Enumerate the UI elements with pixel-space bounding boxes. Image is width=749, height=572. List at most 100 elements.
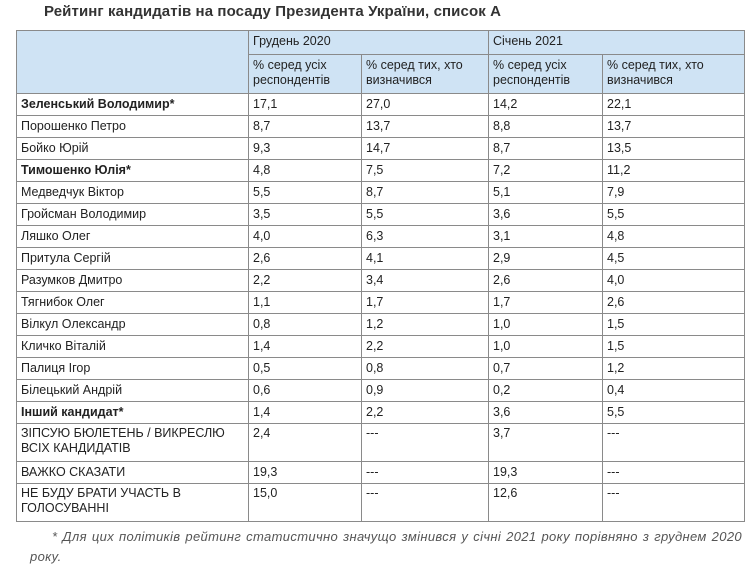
value-cell: 4,0: [602, 269, 745, 292]
value-cell: 1,2: [602, 357, 745, 380]
value-cell: 7,9: [602, 181, 745, 204]
subheader-all-respondents: % серед усіх респондентів: [248, 54, 362, 94]
value-cell: 4,8: [602, 225, 745, 248]
table-row: ЗІПСУЮ БЮЛЕТЕНЬ / ВИКРЕСЛЮ ВСІХ КАНДИДАТ…: [16, 423, 745, 462]
candidate-name-cell: ЗІПСУЮ БЮЛЕТЕНЬ / ВИКРЕСЛЮ ВСІХ КАНДИДАТ…: [16, 423, 249, 462]
value-cell: 13,7: [361, 115, 489, 138]
value-cell: 17,1: [248, 93, 362, 116]
candidate-name-cell: Палиця Ігор: [16, 357, 249, 380]
value-cell: 15,0: [248, 483, 362, 522]
table-row: Тимошенко Юлія* 4,8 7,5 7,2 11,2: [16, 159, 745, 182]
candidate-name-cell: Порошенко Петро: [16, 115, 249, 138]
value-cell: 2,2: [248, 269, 362, 292]
candidate-name-cell: Медведчук Віктор: [16, 181, 249, 204]
value-cell: 13,7: [602, 115, 745, 138]
value-cell: 5,1: [488, 181, 603, 204]
value-cell: 5,5: [602, 203, 745, 226]
header-row-subheaders: % серед усіх респондентів % серед тих, х…: [17, 54, 745, 94]
value-cell: 4,5: [602, 247, 745, 270]
table-row: Палиця Ігор 0,5 0,8 0,7 1,2: [16, 357, 745, 380]
candidate-name-cell: НЕ БУДУ БРАТИ УЧАСТЬ В ГОЛОСУВАННІ: [16, 483, 249, 522]
value-cell: 3,6: [488, 401, 603, 424]
candidate-name-cell: Кличко Віталій: [16, 335, 249, 358]
value-cell: 2,2: [361, 401, 489, 424]
value-cell: 8,7: [248, 115, 362, 138]
table-title: Рейтинг кандидатів на посаду Президента …: [44, 3, 502, 20]
candidate-name-cell: Інший кандидат*: [16, 401, 249, 424]
subheader-decided: % серед тих, хто визначився: [602, 54, 745, 94]
value-cell: 4,1: [361, 247, 489, 270]
value-cell: 2,6: [488, 269, 603, 292]
candidate-name-cell: Зеленський Володимир*: [16, 93, 249, 116]
value-cell: 2,2: [361, 335, 489, 358]
value-cell: 9,3: [248, 137, 362, 160]
value-cell: 13,5: [602, 137, 745, 160]
candidate-name-cell: Бойко Юрій: [16, 137, 249, 160]
value-cell: 1,1: [248, 291, 362, 314]
value-cell: 1,5: [602, 313, 745, 336]
value-cell: 0,6: [248, 379, 362, 402]
candidate-name-cell: Вілкул Олександр: [16, 313, 249, 336]
value-cell: ---: [361, 423, 489, 462]
value-cell: 0,5: [248, 357, 362, 380]
value-cell: 7,5: [361, 159, 489, 182]
value-cell: 1,4: [248, 335, 362, 358]
value-cell: 4,0: [248, 225, 362, 248]
value-cell: 2,6: [602, 291, 745, 314]
value-cell: 5,5: [248, 181, 362, 204]
value-cell: 1,2: [361, 313, 489, 336]
value-cell: 27,0: [361, 93, 489, 116]
value-cell: 0,2: [488, 379, 603, 402]
value-cell: 0,7: [488, 357, 603, 380]
table-row: Гройсман Володимир 3,5 5,5 3,6 5,5: [16, 203, 745, 226]
subheader-decided: % серед тих, хто визначився: [361, 54, 489, 94]
table-row: Зеленський Володимир* 17,1 27,0 14,2 22,1: [16, 93, 745, 116]
value-cell: 1,7: [488, 291, 603, 314]
candidate-name-cell: ВАЖКО СКАЗАТИ: [16, 461, 249, 484]
table-row: Інший кандидат* 1,4 2,2 3,6 5,5: [16, 401, 745, 424]
value-cell: 1,5: [602, 335, 745, 358]
value-cell: 19,3: [488, 461, 603, 484]
value-cell: 19,3: [248, 461, 362, 484]
value-cell: 1,4: [248, 401, 362, 424]
value-cell: 0,8: [248, 313, 362, 336]
footnote: * Для цих політиків рейтинг статистично …: [30, 529, 742, 564]
value-cell: 0,9: [361, 379, 489, 402]
table-row: ВАЖКО СКАЗАТИ 19,3 --- 19,3 ---: [16, 461, 745, 484]
value-cell: 8,7: [488, 137, 603, 160]
value-cell: 0,4: [602, 379, 745, 402]
table-row: Ляшко Олег 4,0 6,3 3,1 4,8: [16, 225, 745, 248]
table-row: НЕ БУДУ БРАТИ УЧАСТЬ В ГОЛОСУВАННІ 15,0 --…: [16, 483, 745, 522]
candidate-name-cell: Тимошенко Юлія*: [16, 159, 249, 182]
value-cell: 3,7: [488, 423, 603, 462]
value-cell: 2,9: [488, 247, 603, 270]
table-row: Медведчук Віктор 5,5 8,7 5,1 7,9: [16, 181, 745, 204]
rating-table: Грудень 2020 Січень 2021 % серед усіх ре…: [16, 30, 745, 522]
value-cell: 3,1: [488, 225, 603, 248]
value-cell: 14,2: [488, 93, 603, 116]
table-row: Тягнибок Олег 1,1 1,7 1,7 2,6: [16, 291, 745, 314]
value-cell: 12,6: [488, 483, 603, 522]
value-cell: 3,5: [248, 203, 362, 226]
value-cell: 1,7: [361, 291, 489, 314]
table-row: Білецький Андрій 0,6 0,9 0,2 0,4: [16, 379, 745, 402]
value-cell: 1,0: [488, 335, 603, 358]
table-row: Вілкул Олександр 0,8 1,2 1,0 1,5: [16, 313, 745, 336]
value-cell: 3,4: [361, 269, 489, 292]
candidate-name-cell: Гройсман Володимир: [16, 203, 249, 226]
value-cell: 3,6: [488, 203, 603, 226]
value-cell: 22,1: [602, 93, 745, 116]
value-cell: 0,8: [361, 357, 489, 380]
subheader-all-respondents: % серед усіх респондентів: [488, 54, 603, 94]
header-row-months: Грудень 2020 Січень 2021: [16, 30, 745, 94]
header-month-december: Грудень 2020: [248, 30, 489, 55]
value-cell: 14,7: [361, 137, 489, 160]
table-row: Притула Сергій 2,6 4,1 2,9 4,5: [16, 247, 745, 270]
value-cell: ---: [361, 461, 489, 484]
table-row: Кличко Віталій 1,4 2,2 1,0 1,5: [16, 335, 745, 358]
value-cell: 11,2: [602, 159, 745, 182]
candidate-name-cell: Разумков Дмитро: [16, 269, 249, 292]
value-cell: 4,8: [248, 159, 362, 182]
value-cell: ---: [602, 461, 745, 484]
table-row: Порошенко Петро 8,7 13,7 8,8 13,7: [16, 115, 745, 138]
